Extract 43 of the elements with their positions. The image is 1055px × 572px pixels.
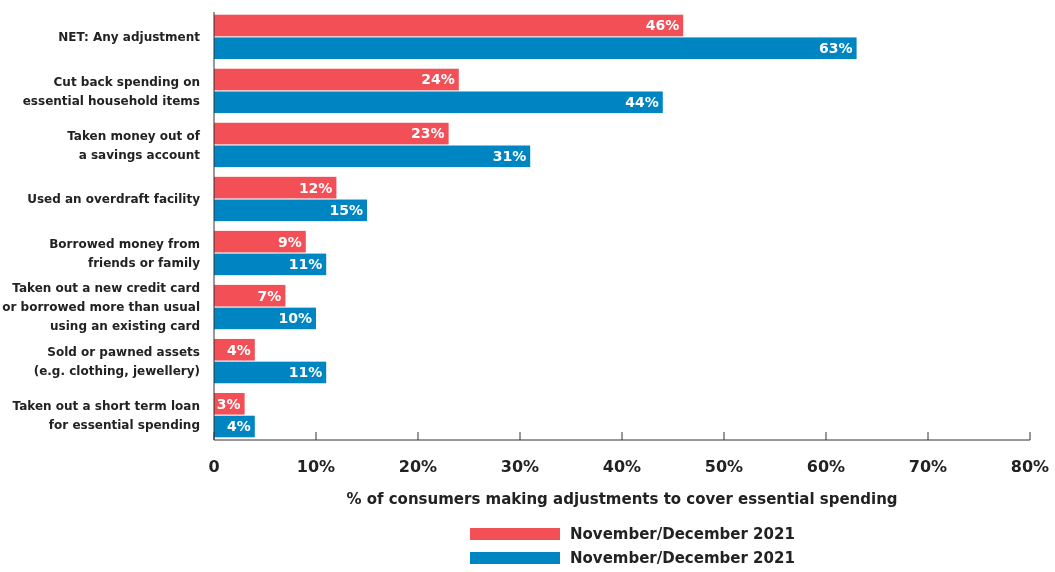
data-label: 24%	[421, 71, 455, 88]
bar	[214, 199, 367, 222]
data-label: 10%	[278, 310, 312, 327]
data-label: 9%	[278, 233, 302, 250]
data-label: 7%	[257, 287, 282, 304]
text: November/December 2021	[570, 549, 795, 568]
bar	[214, 68, 459, 91]
data-label: 15%	[329, 202, 363, 219]
data-label: 44%	[625, 94, 659, 111]
y-tick-label: NET: Any adjustment	[58, 30, 201, 45]
y-tick-label: Sold or pawned assets (e.g. clothing, jewellery)	[33, 344, 200, 378]
x-tick-label: 0	[208, 457, 220, 476]
y-tick-label: Taken out a new credit card or borrowed more than usual using an existing card	[2, 281, 200, 334]
data-label: 3%	[216, 395, 241, 412]
data-label: 4%	[227, 341, 251, 358]
data-label: 11%	[288, 256, 323, 273]
x-tick-label: 80%	[1010, 457, 1050, 476]
data-label: 11%	[288, 364, 323, 381]
x-tick-label: 50%	[704, 457, 744, 476]
data-label: 12%	[298, 179, 333, 196]
x-tick-label: 70%	[908, 457, 948, 476]
data-label: 23%	[411, 125, 445, 142]
data-label: 46%	[645, 17, 680, 34]
bar	[214, 91, 663, 114]
x-tick-label: 20%	[398, 457, 438, 476]
y-tick-label: Borrowed money from friends or family	[49, 236, 201, 270]
bar	[214, 145, 531, 168]
bar	[214, 14, 684, 37]
x-tick-label: 40%	[602, 457, 642, 476]
x-tick-label: 30%	[500, 457, 540, 476]
y-tick-label: Taken out a short term loan for essential spending	[12, 398, 200, 432]
bar	[214, 37, 857, 60]
x-tick-label: 60%	[806, 457, 846, 476]
text: November/December 2021	[570, 525, 795, 544]
bar	[214, 122, 449, 145]
y-tick-label: Cut back spending on essential household items	[22, 74, 200, 108]
x-axis-title: % of consumers making adjustments to cover essential spending	[346, 490, 898, 508]
y-tick-label: Used an overdraft facility	[27, 192, 201, 207]
y-tick-label: Taken money out of a savings account	[67, 128, 201, 162]
x-tick-label: 10%	[296, 457, 336, 476]
data-label: 31%	[492, 148, 527, 165]
data-label: 63%	[819, 40, 853, 57]
data-label: 4%	[227, 418, 251, 435]
